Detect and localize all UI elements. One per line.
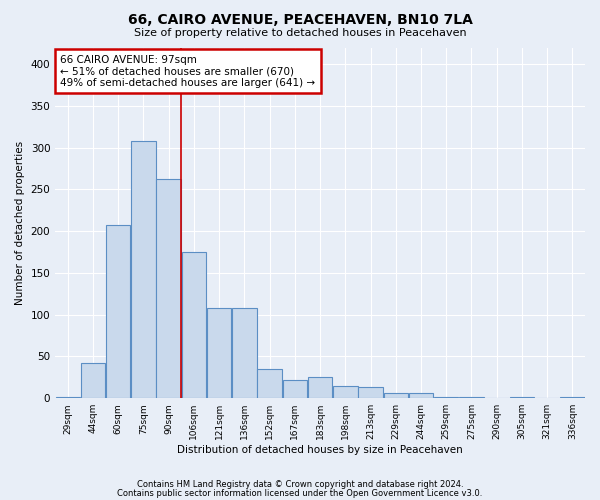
Bar bbox=[106, 226, 130, 398]
Bar bbox=[409, 393, 433, 398]
Bar bbox=[560, 396, 584, 398]
Text: 66 CAIRO AVENUE: 97sqm
← 51% of detached houses are smaller (670)
49% of semi-de: 66 CAIRO AVENUE: 97sqm ← 51% of detached… bbox=[61, 54, 316, 88]
Bar bbox=[56, 396, 80, 398]
Bar bbox=[81, 363, 105, 398]
Bar bbox=[207, 308, 232, 398]
Bar bbox=[157, 178, 181, 398]
Bar bbox=[182, 252, 206, 398]
Bar bbox=[509, 396, 534, 398]
Text: Size of property relative to detached houses in Peacehaven: Size of property relative to detached ho… bbox=[134, 28, 466, 38]
Bar bbox=[232, 308, 257, 398]
Bar bbox=[131, 141, 156, 398]
Bar bbox=[358, 386, 383, 398]
Bar bbox=[383, 393, 408, 398]
Bar bbox=[257, 369, 282, 398]
Bar bbox=[459, 396, 484, 398]
Bar bbox=[333, 386, 358, 398]
Bar bbox=[308, 378, 332, 398]
Bar bbox=[434, 396, 458, 398]
X-axis label: Distribution of detached houses by size in Peacehaven: Distribution of detached houses by size … bbox=[177, 445, 463, 455]
Bar bbox=[283, 380, 307, 398]
Text: 66, CAIRO AVENUE, PEACEHAVEN, BN10 7LA: 66, CAIRO AVENUE, PEACEHAVEN, BN10 7LA bbox=[128, 12, 472, 26]
Y-axis label: Number of detached properties: Number of detached properties bbox=[15, 141, 25, 305]
Text: Contains public sector information licensed under the Open Government Licence v3: Contains public sector information licen… bbox=[118, 488, 482, 498]
Text: Contains HM Land Registry data © Crown copyright and database right 2024.: Contains HM Land Registry data © Crown c… bbox=[137, 480, 463, 489]
